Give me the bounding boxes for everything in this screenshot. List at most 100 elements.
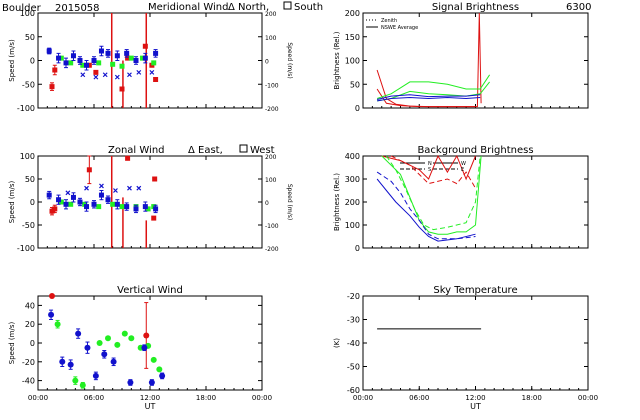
skytemp-xtick-label: 18:00 — [522, 394, 542, 402]
signal-legend-label: Zenith — [381, 18, 397, 24]
signal-ytick-label: 150 — [345, 33, 360, 42]
vertical-point — [156, 366, 163, 373]
meridional-point — [80, 62, 86, 68]
zonal-point — [56, 197, 62, 203]
signal-series-line — [377, 96, 481, 102]
skytemp-xtick-label: 12:00 — [465, 394, 485, 402]
vertical-point — [143, 332, 150, 339]
background-series-line — [385, 155, 481, 231]
signal-title-right: 6300 — [566, 2, 591, 13]
vertical-point — [114, 341, 121, 348]
meridional-panel — [37, 1, 292, 109]
zonal-point — [125, 155, 131, 161]
vertical-frame — [37, 295, 263, 391]
meridional-ylabel: Speed (m/s) — [8, 39, 16, 82]
skytemp-ytick-label: -30 — [347, 316, 360, 325]
zonal-ytick-right-label: 100 — [265, 177, 277, 184]
meridional-point — [93, 69, 99, 75]
signal-ylabel: Brightness (Rel.) — [333, 31, 341, 89]
signal-panel — [362, 12, 589, 109]
zonal-point — [52, 206, 58, 212]
meridional-ytick-label: -50 — [22, 80, 35, 89]
vertical-point — [54, 321, 61, 328]
zonal-ytick-right-label: -200 — [265, 246, 279, 253]
meridional-point — [153, 50, 159, 56]
zonal-ytick-right-label: 0 — [265, 200, 269, 207]
vertical-xtick-label: 00:00 — [252, 394, 272, 402]
meridional-ytick-label: 50 — [25, 33, 35, 42]
meridional-point — [119, 63, 125, 69]
vertical-point — [150, 356, 157, 363]
meridional-point — [68, 60, 74, 66]
meridional-point — [52, 67, 58, 73]
meridional-point — [114, 74, 120, 80]
vertical-point — [96, 340, 103, 346]
vertical-point — [79, 382, 86, 389]
skytemp-ytick-label: -60 — [347, 386, 360, 395]
meridional-point — [124, 50, 130, 56]
background-ytick-label: 300 — [345, 175, 360, 184]
zonal-point — [142, 204, 148, 210]
skytemp-ytick-label: -40 — [347, 339, 360, 348]
zonal-legend-a: Δ East, — [188, 145, 223, 156]
skytemp-xtick-label: 00:00 — [578, 394, 598, 402]
meridional-point — [102, 72, 108, 78]
vertical-ytick-label: 20 — [25, 320, 35, 329]
signal-ytick-label: 50 — [350, 80, 360, 89]
background-ytick-label: 0 — [355, 244, 360, 253]
zonal-legend-b: West — [250, 145, 275, 156]
meridional-point — [98, 48, 104, 54]
vertical-point — [59, 358, 66, 365]
meridional-point — [56, 55, 62, 61]
meridional-ytick-label: 100 — [20, 9, 35, 18]
meridional-legend-a: Δ North, — [228, 2, 269, 13]
vertical-point — [148, 379, 155, 386]
zonal-ytick-label: 0 — [30, 198, 35, 207]
meridional-point — [149, 69, 155, 75]
meridional-point — [153, 77, 159, 82]
zonal-title: Zonal Wind — [108, 145, 165, 156]
meridional-point — [96, 60, 102, 66]
background-series-line — [376, 171, 476, 240]
zonal-ytick-label: -50 — [22, 221, 35, 230]
zonal-point — [110, 201, 116, 207]
background-ylabel: Brightness (Rel.) — [333, 173, 341, 231]
skytemp-ytick-label: -20 — [347, 292, 360, 301]
meridional-point — [63, 60, 69, 66]
station-label: Boulder — [2, 3, 42, 14]
zonal-point — [98, 192, 104, 198]
zonal-ytick-label: 50 — [25, 175, 35, 184]
zonal-point — [124, 204, 130, 210]
zonal-point — [127, 185, 132, 191]
meridional-point — [119, 86, 125, 92]
vertical-ytick-label: -20 — [22, 358, 35, 367]
date-label: 2015058 — [55, 3, 100, 14]
meridional-point — [140, 55, 146, 61]
zonal-point — [65, 190, 71, 196]
zonal-point — [77, 199, 83, 205]
zonal-point — [84, 185, 89, 191]
vertical-xtick-label: 06:00 — [84, 394, 104, 402]
meridional-point — [151, 60, 157, 66]
vertical-point — [67, 361, 74, 368]
signal-series-line — [376, 88, 476, 108]
zonal-legend-square — [239, 144, 248, 153]
meridional-point — [128, 55, 134, 61]
meridional-legend-square — [283, 1, 292, 10]
skytemp-panel — [362, 295, 589, 391]
meridional-ytick-right-label: 200 — [265, 11, 277, 18]
zonal-point — [49, 208, 55, 214]
zonal-point — [153, 206, 159, 212]
meridional-ytick-label: -100 — [17, 104, 35, 113]
vertical-point — [105, 335, 111, 342]
background-ytick-label: 100 — [345, 221, 360, 230]
meridional-ylabel-right: Speed (m/s) — [286, 42, 293, 78]
vertical-ytick-label: -40 — [22, 377, 35, 386]
signal-series-line — [377, 81, 490, 102]
meridional-point — [84, 62, 90, 68]
background-legend-letter: S — [428, 167, 431, 173]
meridional-point — [142, 43, 148, 49]
meridional-point — [86, 62, 92, 68]
meridional-point — [110, 61, 116, 67]
